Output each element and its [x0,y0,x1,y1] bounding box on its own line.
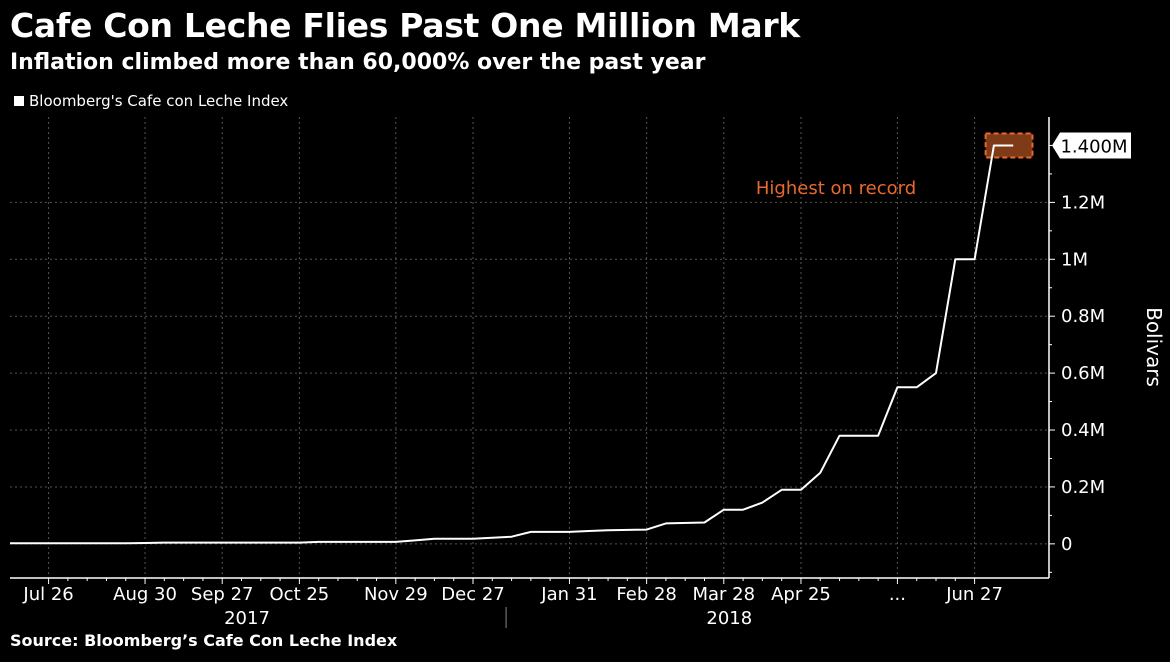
y-tick-label: 1M [1061,249,1088,270]
x-tick-label: Dec 27 [441,584,504,605]
source-note: Source: Bloomberg’s Cafe Con Leche Index [10,631,398,650]
chart-subtitle: Inflation climbed more than 60,000% over… [10,50,706,75]
y-tick-label: 0.8M [1061,306,1105,327]
chart-title: Cafe Con Leche Flies Past One Million Ma… [10,6,800,45]
y-tick-label: 0.4M [1061,420,1105,441]
y-tick-label: 0.6M [1061,363,1105,384]
y-tick-label: 1.2M [1061,192,1105,213]
x-tick-label: Aug 30 [113,584,177,605]
x-tick-label: Jan 31 [540,584,597,605]
x-tick-label: Mar 28 [692,584,755,605]
y-tick-label: 0 [1061,534,1072,555]
x-tick-label: Oct 25 [270,584,330,605]
y-tick-label: 0.2M [1061,477,1105,498]
x-tick-label: Jun 27 [945,584,1003,605]
last-value-label: 1.400M [1060,136,1127,157]
annotation-highest-on-record: Highest on record [756,178,916,199]
x-tick-label: Apr 25 [771,584,831,605]
x-tick-label: Sep 27 [191,584,254,605]
x-tick-label: ... [889,584,906,605]
x-tick-label: Nov 29 [364,584,428,605]
year-label: 2018 [706,608,752,629]
legend-swatch [14,96,24,106]
year-label: 2017 [224,608,270,629]
y-axis-label: Bolivars [1142,307,1166,387]
legend-label: Bloomberg's Cafe con Leche Index [29,92,289,110]
x-tick-label: Feb 28 [616,584,677,605]
x-tick-label: Jul 26 [22,584,73,605]
last-value-callout [1052,132,1131,159]
legend: Bloomberg's Cafe con Leche Index [14,92,288,110]
series-line [10,144,1014,545]
